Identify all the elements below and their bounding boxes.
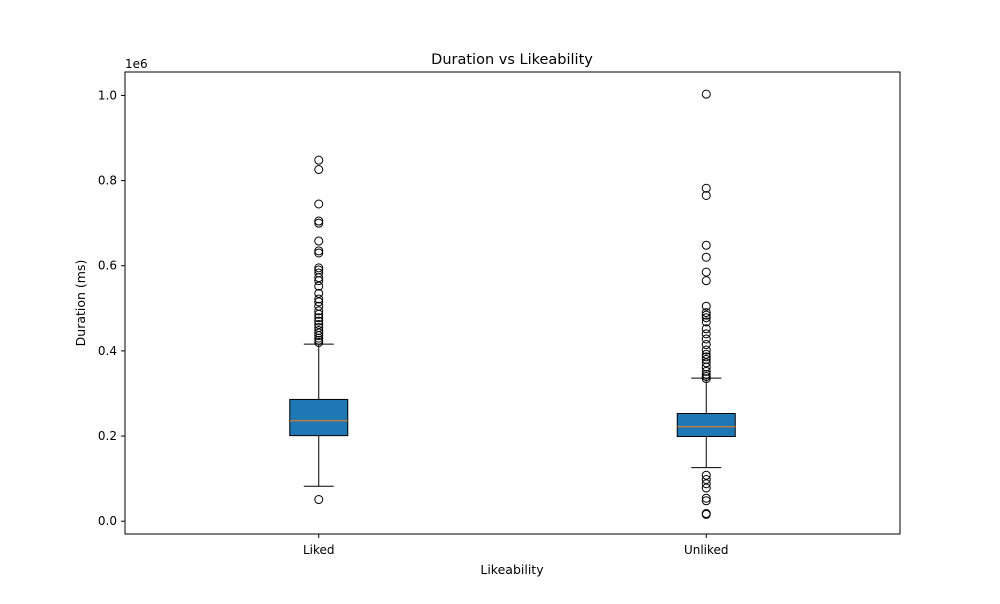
outlier-point	[701, 324, 711, 334]
y-tick-label: 0.0	[98, 514, 117, 528]
y-axis-label: Duration (ms)	[73, 260, 88, 347]
outlier-point	[701, 345, 711, 355]
outlier-point	[701, 334, 711, 344]
outlier-point	[314, 294, 324, 304]
outlier-point	[314, 268, 324, 278]
box-group-unliked	[676, 89, 736, 519]
x-tick-label: Liked	[303, 543, 335, 557]
outlier-point	[314, 328, 324, 338]
outlier-point	[314, 265, 324, 275]
outlier-point	[314, 306, 324, 316]
outlier-point	[314, 216, 324, 226]
outlier-point	[314, 248, 324, 258]
outlier-point	[701, 329, 711, 339]
outlier-point	[314, 263, 324, 273]
outlier-point	[314, 495, 324, 505]
outlier-point	[314, 337, 324, 347]
outlier-point	[701, 354, 711, 364]
outlier-point	[314, 155, 324, 165]
y-tick-label: 0.8	[98, 174, 117, 188]
outlier-point	[701, 190, 711, 200]
outlier-point	[314, 281, 324, 291]
x-axis-label: Likeability	[480, 562, 544, 577]
outlier-point	[701, 371, 711, 381]
outlier-point	[314, 297, 324, 307]
y-tick-label: 0.6	[98, 259, 117, 273]
outlier-point	[314, 335, 324, 345]
y-tick-label: 1.0	[98, 88, 117, 102]
outlier-point	[701, 369, 711, 379]
outlier-point	[701, 349, 711, 359]
outlier-point	[701, 267, 711, 277]
outlier-point	[314, 199, 324, 209]
y-axis-offset-label: 1e6	[125, 57, 148, 71]
outlier-point	[314, 288, 324, 298]
y-tick-label: 0.4	[98, 344, 117, 358]
outlier-point	[314, 301, 324, 311]
outlier-point	[314, 218, 324, 228]
y-axis: 0.0 0.2 0.4 0.6 0.8 1.0	[98, 88, 125, 528]
x-tick-label: Unliked	[684, 543, 729, 557]
outlier-point	[314, 316, 324, 326]
outlier-point	[314, 165, 324, 175]
outlier-point	[701, 310, 711, 320]
outlier-point	[701, 183, 711, 193]
box-iqr	[676, 412, 736, 437]
box-iqr	[289, 398, 349, 437]
x-axis: Liked Unliked	[303, 534, 729, 557]
outlier-point	[701, 366, 711, 376]
outlier-point	[314, 320, 324, 330]
plot-area	[289, 89, 736, 519]
chart-title: Duration vs Likeability	[431, 52, 593, 68]
outlier-point	[701, 301, 711, 311]
outlier-point	[701, 313, 711, 323]
outlier-point	[701, 89, 711, 99]
outlier-point	[701, 317, 711, 327]
outlier-point	[701, 252, 711, 262]
outlier-point	[701, 358, 711, 368]
outlier-point	[701, 509, 711, 519]
axes-frame	[124, 71, 901, 535]
box-group-liked	[289, 155, 349, 505]
outlier-point	[314, 236, 324, 246]
outlier-point	[701, 483, 711, 493]
outlier-point	[314, 246, 324, 256]
outlier-point	[314, 313, 324, 323]
outlier-point	[314, 325, 324, 335]
outlier-point	[701, 496, 711, 506]
outlier-point	[701, 240, 711, 250]
outlier-point	[701, 308, 711, 318]
outlier-point	[701, 479, 711, 489]
outlier-point	[701, 493, 711, 503]
outlier-point	[701, 352, 711, 362]
outlier-point	[701, 474, 711, 484]
outlier-point	[701, 340, 711, 350]
outlier-point	[701, 276, 711, 286]
outlier-point	[701, 374, 711, 384]
outlier-point	[314, 322, 324, 332]
outlier-point	[701, 470, 711, 480]
y-tick-label: 0.2	[98, 429, 117, 443]
